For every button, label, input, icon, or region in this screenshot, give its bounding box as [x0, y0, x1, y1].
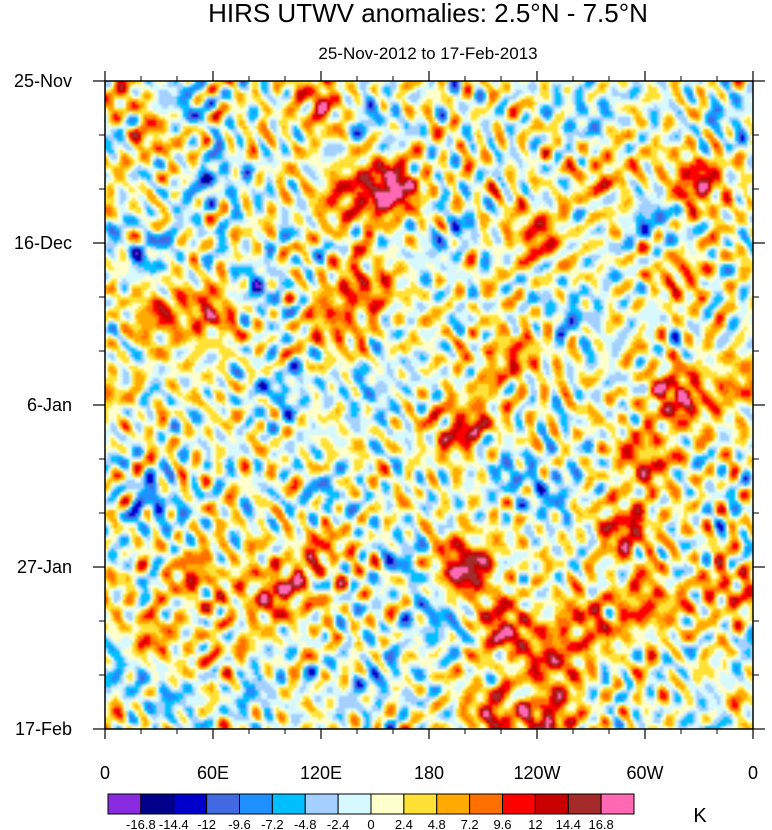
- colorbar-box: [469, 793, 503, 815]
- y-tick-label: 25-Nov: [14, 71, 72, 91]
- heatmap-field: [105, 81, 753, 729]
- colorbar-label: -4.8: [294, 817, 316, 830]
- colorbar-box: [173, 793, 208, 815]
- chart-title: HIRS UTWV anomalies: 2.5°N - 7.5°N: [208, 0, 648, 28]
- colorbar-label: 12: [528, 817, 542, 830]
- x-axis: 0 60E 120E 180 120W 60W 0: [100, 71, 758, 783]
- colorbar-label: 14.4: [556, 817, 581, 830]
- colorbar-box: [107, 793, 142, 815]
- colorbar-box: [239, 793, 273, 815]
- x-tick-label: 60E: [197, 763, 229, 783]
- x-tick-label: 120W: [513, 763, 560, 783]
- colorbar-box: [403, 793, 438, 815]
- colorbar-box: [304, 793, 339, 815]
- colorbar-label: -16.8: [126, 817, 156, 830]
- colorbar-box: [534, 793, 569, 815]
- x-tick-label: 120E: [300, 763, 342, 783]
- colorbar-label: 9.6: [493, 817, 511, 830]
- colorbar-box: [206, 793, 240, 815]
- colorbar-box: [337, 793, 372, 815]
- x-tick-label: 180: [414, 763, 444, 783]
- colorbar-box: [271, 793, 306, 815]
- y-axis: 25-Nov 16-Dec 6-Jan 27-Jan 17-Feb: [14, 71, 765, 739]
- colorbar-label: 16.8: [588, 817, 613, 830]
- colorbar-box: [436, 793, 471, 815]
- colorbar-label: 0: [367, 817, 374, 830]
- y-tick-label: 17-Feb: [15, 719, 72, 739]
- colorbar-box: [502, 793, 536, 815]
- colorbar-label: -9.6: [228, 817, 250, 830]
- colorbar-box: [370, 793, 405, 815]
- x-tick-label: 60W: [626, 763, 663, 783]
- colorbar-box: [140, 793, 175, 815]
- colorbar-label: 2.4: [395, 817, 413, 830]
- y-tick-label: 16-Dec: [14, 233, 72, 253]
- colorbar-label: -14.4: [159, 817, 189, 830]
- colorbar-label: 7.2: [461, 817, 479, 830]
- x-tick-label: 0: [748, 763, 758, 783]
- y-tick-label: 6-Jan: [27, 395, 72, 415]
- colorbar-label: 4.8: [428, 817, 446, 830]
- x-tick-label: 0: [100, 763, 110, 783]
- colorbar-unit: K: [693, 805, 707, 827]
- colorbar-box: [600, 793, 635, 815]
- colorbar-box: [567, 793, 602, 815]
- chart-subtitle: 25-Nov-2012 to 17-Feb-2013: [318, 44, 537, 63]
- colorbar: -16.8 -14.4 -12 -9.6 -7.2 -4.8 -2.4 0 2.4 4.8 7.2 9…: [107, 793, 635, 830]
- colorbar-label: -7.2: [261, 817, 283, 830]
- y-tick-label: 27-Jan: [17, 557, 72, 577]
- colorbar-label: -12: [197, 817, 216, 830]
- colorbar-label: -2.4: [327, 817, 349, 830]
